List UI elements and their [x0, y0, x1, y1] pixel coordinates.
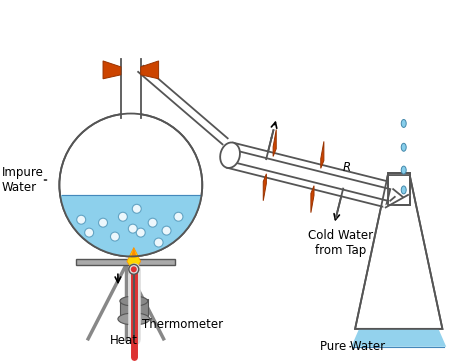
Circle shape [128, 224, 137, 233]
Ellipse shape [401, 119, 406, 127]
Bar [129, 269, 139, 297]
Bar [388, 173, 410, 205]
Polygon shape [141, 61, 159, 79]
Bar [388, 173, 410, 205]
Polygon shape [321, 142, 324, 169]
Circle shape [85, 228, 93, 237]
Ellipse shape [118, 313, 150, 325]
Text: Impure
Water: Impure Water [2, 166, 44, 194]
Circle shape [132, 204, 141, 213]
Circle shape [129, 264, 139, 274]
Text: Heat: Heat [110, 334, 138, 347]
Circle shape [136, 228, 145, 237]
Polygon shape [355, 175, 442, 329]
Bar [76, 260, 175, 265]
Text: Thermometer: Thermometer [142, 318, 223, 331]
Ellipse shape [401, 143, 406, 151]
Circle shape [174, 212, 183, 221]
Polygon shape [263, 174, 266, 201]
Ellipse shape [120, 296, 148, 306]
Circle shape [131, 266, 137, 272]
Circle shape [118, 212, 128, 221]
Circle shape [162, 226, 171, 235]
Ellipse shape [220, 142, 240, 168]
Polygon shape [60, 195, 201, 256]
Ellipse shape [401, 186, 406, 194]
Polygon shape [311, 186, 314, 213]
Circle shape [59, 114, 202, 256]
Bar [121, 58, 141, 119]
Circle shape [154, 238, 163, 247]
Bar [120, 299, 148, 319]
Polygon shape [103, 61, 121, 79]
Polygon shape [227, 143, 392, 207]
Circle shape [148, 218, 157, 227]
Text: R: R [343, 161, 351, 174]
Circle shape [77, 215, 86, 224]
Polygon shape [228, 150, 390, 201]
Text: Cold Water
from Tap: Cold Water from Tap [309, 229, 374, 257]
Polygon shape [273, 130, 276, 157]
Circle shape [99, 218, 108, 227]
Ellipse shape [401, 166, 406, 174]
Polygon shape [127, 248, 141, 267]
Polygon shape [351, 329, 446, 347]
Text: Pure Water: Pure Water [320, 340, 385, 353]
Circle shape [110, 232, 119, 241]
Polygon shape [131, 248, 137, 257]
